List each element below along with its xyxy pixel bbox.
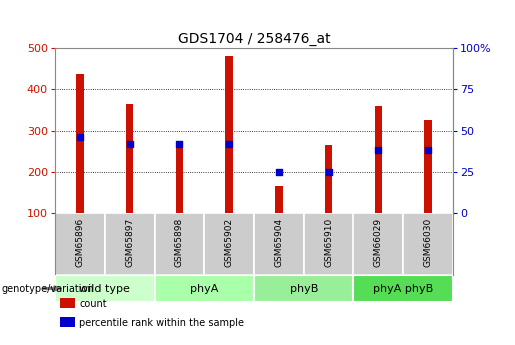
Bar [275, 186, 283, 213]
Text: GSM66029: GSM66029 [374, 218, 383, 267]
Title: GDS1704 / 258476_at: GDS1704 / 258476_at [178, 32, 330, 46]
Text: GSM65897: GSM65897 [125, 218, 134, 267]
Text: percentile rank within the sample: percentile rank within the sample [79, 318, 244, 328]
Bar [403, 213, 453, 275]
Bar [154, 213, 204, 275]
Text: GSM65910: GSM65910 [324, 218, 333, 267]
Bar [325, 145, 332, 213]
Bar [176, 141, 183, 213]
Bar [226, 56, 233, 213]
Bar [55, 213, 105, 275]
Text: phyA phyB: phyA phyB [373, 284, 434, 294]
Bar [353, 213, 403, 275]
Text: genotype/variation: genotype/variation [2, 284, 95, 294]
Bar [105, 213, 154, 275]
Text: phyA: phyA [190, 284, 218, 294]
Point [76, 134, 84, 140]
Bar [353, 275, 453, 302]
Bar [424, 120, 432, 213]
Text: phyB: phyB [289, 284, 318, 294]
Bar [204, 213, 254, 275]
Point [275, 169, 283, 175]
Bar [126, 104, 133, 213]
Bar [154, 275, 254, 302]
Bar [55, 275, 154, 302]
Text: GSM65904: GSM65904 [274, 218, 283, 267]
Bar [254, 275, 353, 302]
Point [424, 148, 432, 153]
Point [225, 141, 233, 147]
Text: GSM65896: GSM65896 [75, 218, 84, 267]
Point [324, 169, 333, 175]
Text: wild type: wild type [79, 284, 130, 294]
Bar [254, 213, 304, 275]
Bar [76, 74, 83, 213]
Point [175, 141, 183, 147]
Text: count: count [79, 299, 107, 309]
Bar [304, 213, 353, 275]
Text: GSM66030: GSM66030 [424, 218, 433, 267]
Point [374, 148, 383, 153]
Text: GSM65898: GSM65898 [175, 218, 184, 267]
Text: GSM65902: GSM65902 [225, 218, 234, 267]
Bar [374, 106, 382, 213]
Point [126, 141, 134, 147]
